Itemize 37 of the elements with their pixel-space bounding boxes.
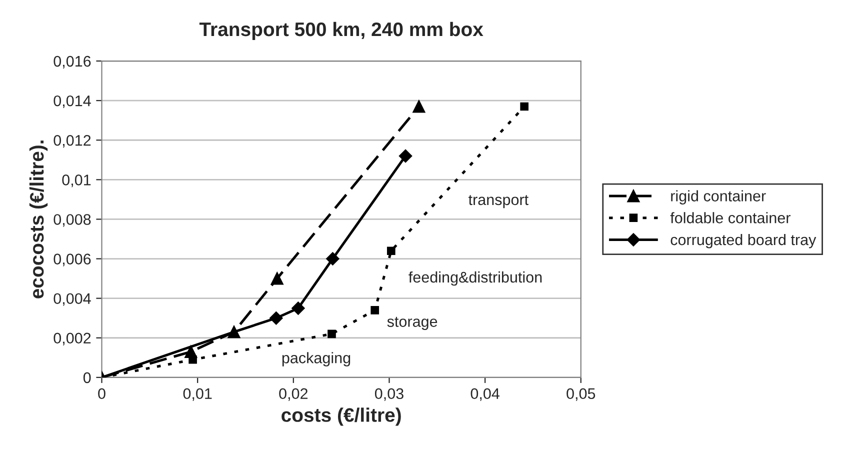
point — [328, 330, 336, 338]
y-tick-label: 0,008 — [54, 214, 91, 227]
point — [386, 246, 396, 256]
point — [412, 100, 426, 113]
point — [292, 302, 305, 315]
point — [228, 326, 240, 338]
legend-label: rigid container — [671, 190, 766, 204]
x-tick-label: 0,02 — [279, 388, 308, 401]
y-tick-label: 0,012 — [54, 134, 91, 148]
point — [326, 252, 340, 266]
y-tick-label: 0,006 — [54, 254, 91, 266]
x-tick-label: 0,04 — [470, 388, 500, 401]
point — [270, 272, 284, 285]
annotation: feeding&distribution — [408, 271, 542, 286]
x-tick-label: 0,05 — [566, 388, 596, 401]
point — [520, 102, 529, 111]
point — [398, 149, 412, 163]
point — [184, 345, 198, 358]
y-tick-label: 0,016 — [54, 56, 91, 69]
y-tick-label: 0,014 — [54, 95, 91, 108]
legend-label: foldable container — [670, 212, 790, 224]
y-tick-label: 0,002 — [54, 332, 91, 346]
point — [370, 306, 380, 314]
y-tick-label: 0,004 — [54, 293, 91, 306]
annotation: packaging — [282, 352, 350, 366]
x-tick-label: 0,01 — [183, 388, 212, 401]
y-tick-label: 0,01 — [62, 174, 91, 188]
y-tick-label: 0 — [83, 372, 91, 384]
annotation: storage — [387, 316, 438, 330]
legend-label: corrugated board tray — [670, 234, 816, 248]
x-tick-label: 0 — [98, 388, 106, 400]
x-tick-label: 0,03 — [374, 388, 404, 401]
x-axis-title: costs (€/litre) — [282, 408, 401, 426]
chart-title: Transport 500 km, 240 mm box — [199, 22, 484, 40]
annotation: transport — [468, 195, 528, 208]
point — [270, 312, 283, 325]
y-axis-title: ecocosts (€/litre). — [29, 140, 48, 298]
